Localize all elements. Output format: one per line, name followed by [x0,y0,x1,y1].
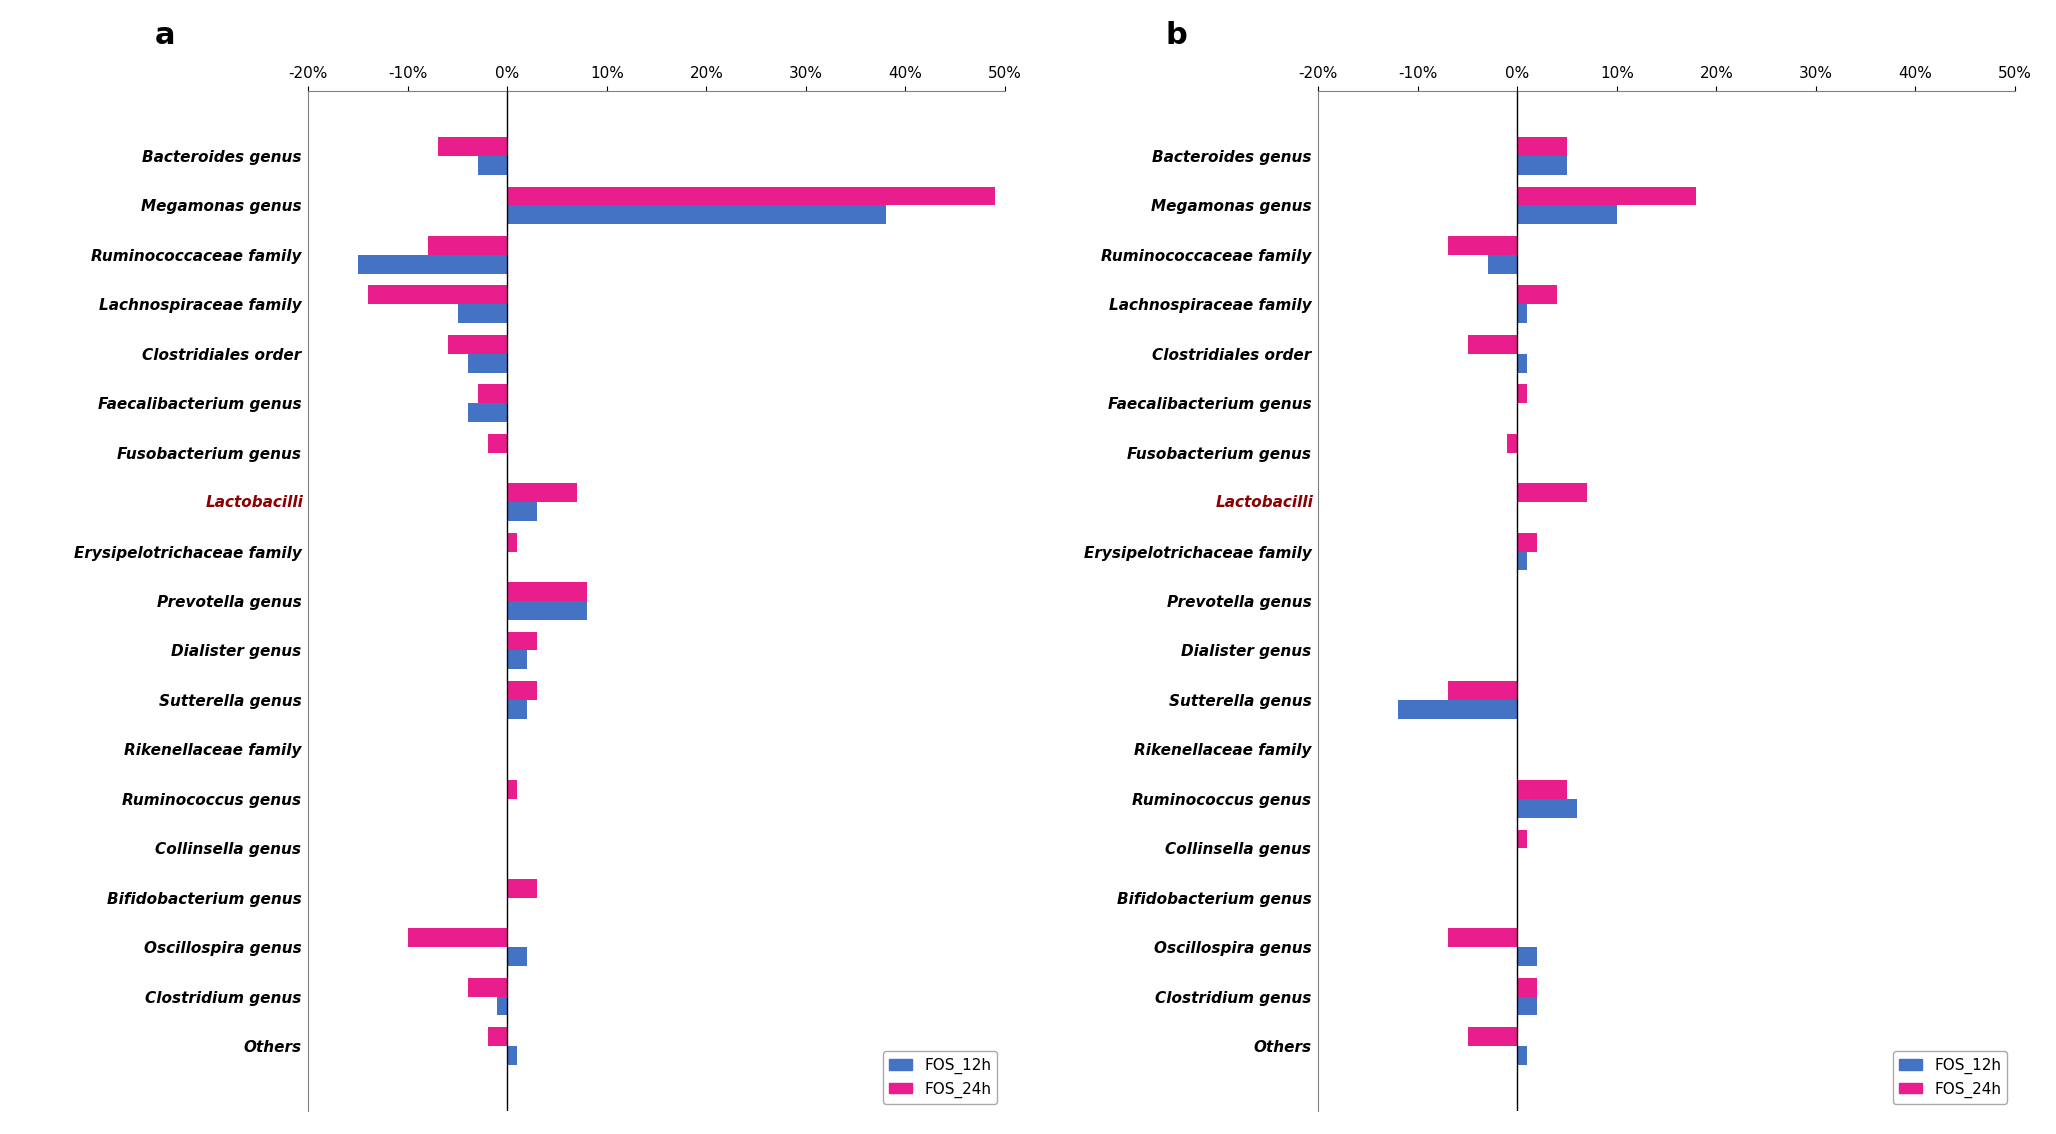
Bar [1517,1047,1528,1065]
Bar [1398,700,1517,719]
Bar [1517,187,1696,205]
Bar [1447,682,1517,700]
Bar [508,947,526,966]
Bar [487,1027,508,1047]
Bar [1517,137,1567,155]
Bar [1517,384,1528,404]
Bar [1517,304,1528,323]
Bar [508,483,578,502]
Bar [448,335,508,354]
Bar [508,651,526,669]
Bar [508,582,588,601]
Bar [1517,155,1567,175]
Text: Lactobacilli: Lactobacilli [206,494,304,509]
Text: a: a [154,20,175,50]
Bar [477,384,508,404]
Bar [1517,997,1538,1015]
Bar [1517,551,1528,570]
Bar [1486,255,1517,273]
Bar [508,700,526,719]
Bar [407,929,508,947]
Bar [508,632,537,651]
Bar [358,255,508,273]
Bar [1507,434,1517,452]
Bar [508,601,588,620]
Bar [1517,829,1528,848]
Bar [508,879,537,898]
Bar [428,236,508,255]
Legend: FOS_12h, FOS_24h: FOS_12h, FOS_24h [882,1051,997,1103]
Bar [368,286,508,304]
Bar [1468,1027,1517,1047]
Bar [1517,947,1538,966]
Bar [1447,929,1517,947]
Bar [487,434,508,452]
Bar [467,404,508,422]
Bar [498,997,508,1015]
Bar [1517,798,1577,818]
Bar [1447,236,1517,255]
Text: b: b [1166,20,1186,50]
Bar [1517,780,1567,798]
Bar [1517,533,1538,551]
Bar [438,137,508,155]
Bar [508,205,886,225]
Bar [1517,483,1587,502]
Bar [508,502,537,521]
Bar [508,682,537,700]
Bar [477,155,508,175]
Bar [508,533,518,551]
Legend: FOS_12h, FOS_24h: FOS_12h, FOS_24h [1894,1051,2007,1103]
Bar [1517,354,1528,373]
Bar [508,780,518,798]
Bar [508,1047,518,1065]
Bar [458,304,508,323]
Bar [1517,205,1616,225]
Bar [1517,978,1538,997]
Bar [467,354,508,373]
Bar [1468,335,1517,354]
Bar [1517,286,1556,304]
Text: Lactobacilli: Lactobacilli [1215,494,1314,509]
Bar [467,978,508,997]
Bar [508,187,995,205]
